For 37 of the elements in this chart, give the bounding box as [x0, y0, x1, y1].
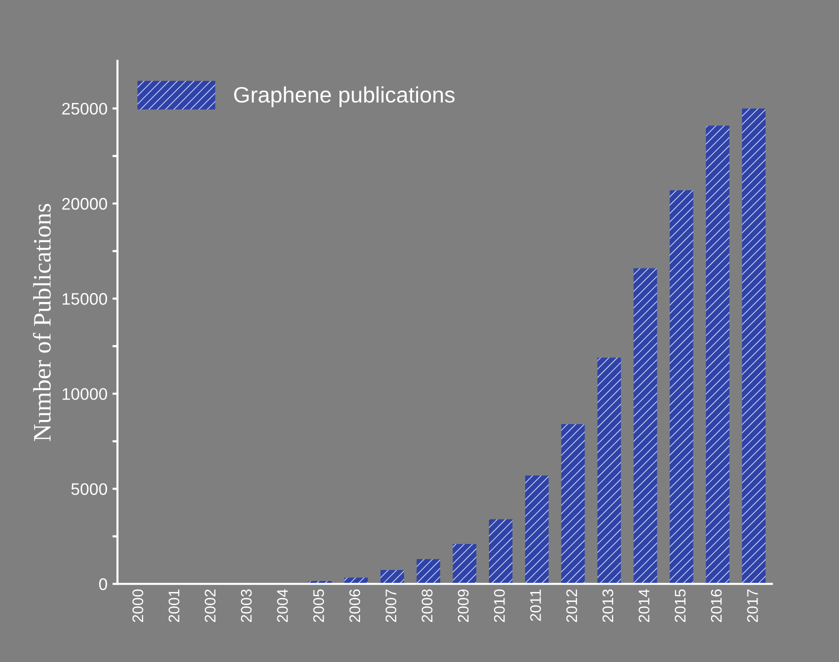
bar — [634, 268, 658, 584]
x-tick-label: 2004 — [277, 589, 288, 622]
bar — [742, 108, 766, 584]
bar — [706, 126, 730, 584]
y-tick-label: 5000 — [71, 483, 108, 495]
bar — [561, 424, 585, 584]
x-tick-label: 2005 — [313, 589, 324, 622]
y-axis-title: Number of Publications — [32, 204, 51, 442]
y-tick-label: 10000 — [62, 388, 108, 400]
y-tick-label: 15000 — [62, 293, 108, 305]
x-tick-label: 2015 — [674, 589, 686, 622]
y-tick-label: 0 — [99, 578, 108, 590]
bar — [380, 570, 404, 584]
y-tick-label: 25000 — [62, 102, 108, 115]
x-tick-label: 2007 — [386, 590, 396, 622]
bar — [597, 358, 621, 584]
x-tick-label: 2010 — [494, 589, 505, 622]
x-tick-label: 2008 — [422, 589, 432, 622]
x-tick-label: 2000 — [132, 589, 144, 622]
y-tick-label: 20000 — [62, 198, 108, 210]
x-tick-label: 2009 — [458, 589, 469, 622]
legend-label: Graphene publications — [234, 86, 455, 108]
x-tick-label: 2014 — [638, 589, 650, 622]
x-tick-label: 2017 — [747, 590, 758, 622]
x-tick-label: 2012 — [566, 590, 578, 622]
x-tick-label: 2001 — [168, 589, 180, 622]
x-tick-label: 2006 — [349, 589, 360, 622]
bar — [452, 544, 476, 584]
x-tick-label: 2003 — [240, 589, 252, 622]
bar — [525, 475, 549, 584]
bar — [670, 190, 694, 584]
bar — [488, 519, 512, 584]
x-tick-label: 2002 — [204, 590, 216, 622]
x-tick-label: 2016 — [710, 589, 722, 622]
bar — [416, 559, 440, 584]
x-tick-label: 2013 — [602, 589, 614, 622]
x-tick-label: 2011 — [530, 589, 541, 621]
